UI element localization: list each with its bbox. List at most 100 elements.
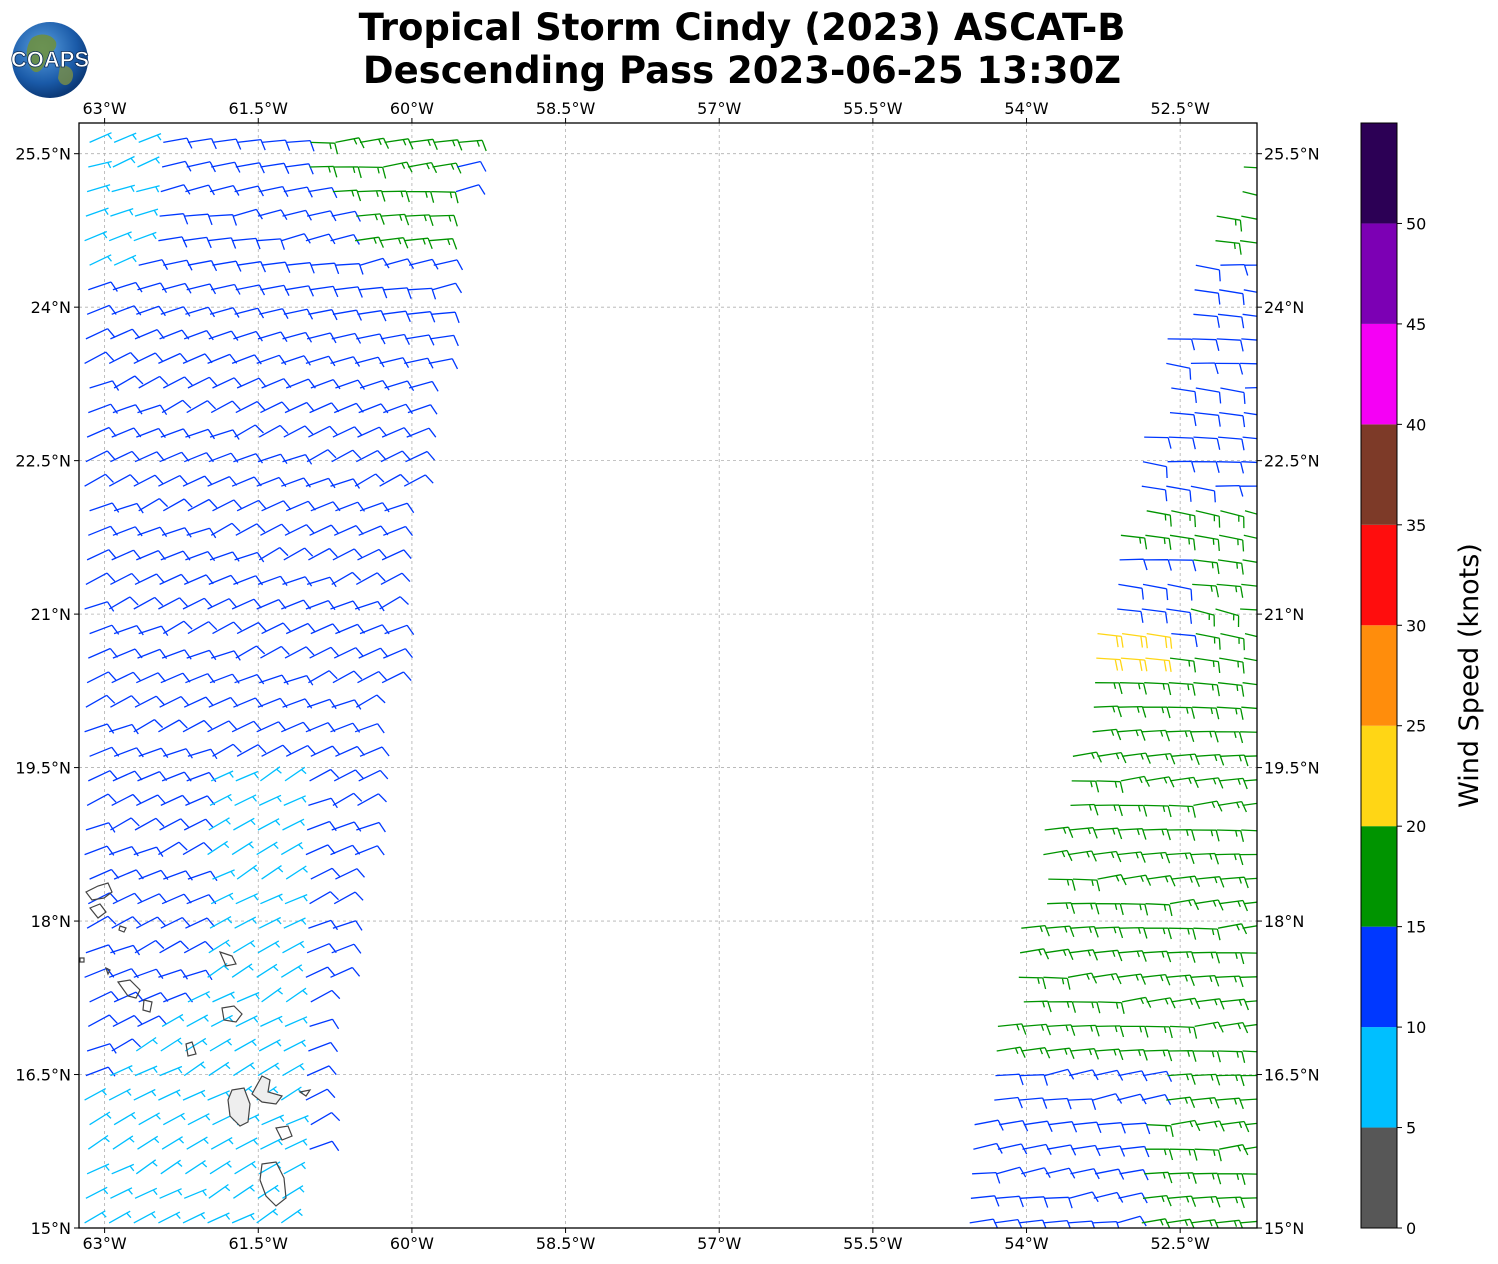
guadeloupe-outline (227, 1075, 284, 1127)
wind-barb (159, 1065, 183, 1077)
y-tick-label-right: 22.5°N (1264, 452, 1320, 471)
wind-barb (137, 282, 168, 294)
wind-barb (185, 1037, 208, 1052)
wind-barb (183, 940, 214, 954)
wind-barb (185, 795, 216, 806)
wind-barb (1215, 731, 1244, 744)
wind-barb (236, 991, 260, 1003)
wind-barb (309, 891, 339, 905)
wind-barb (1220, 876, 1249, 889)
wind-barb (1193, 800, 1223, 812)
wind-barb (187, 376, 218, 389)
wind-barb (309, 402, 340, 414)
wind-barb (1192, 461, 1220, 473)
wind-barb (383, 287, 412, 299)
wind-barb (359, 257, 390, 269)
wind-barb (1167, 583, 1193, 601)
wind-barb (1193, 559, 1220, 575)
wind-barb (1043, 1219, 1071, 1228)
colorbar-bin (1361, 1027, 1397, 1128)
wind-barb (1048, 878, 1076, 891)
wind-barb (283, 1039, 307, 1052)
wind-barb (285, 622, 316, 635)
wind-barb (258, 674, 289, 685)
wind-barb (1072, 878, 1101, 892)
wind-barb (284, 1016, 308, 1027)
wind-barb (1044, 948, 1074, 961)
wind-barb (1071, 1024, 1100, 1037)
wind-barb (305, 1088, 336, 1101)
wind-barb (1241, 461, 1257, 464)
wind-barb (332, 309, 362, 321)
wind-barb (308, 670, 338, 684)
wind-barb (1019, 948, 1050, 960)
wind-barb (285, 987, 308, 1003)
wind-barb (233, 453, 264, 464)
wind-barb (212, 138, 242, 150)
wind-barb (158, 352, 188, 364)
wind-barb (1141, 973, 1171, 986)
wind-barb (357, 671, 387, 684)
wind-barb (137, 893, 168, 905)
wind-barb (84, 601, 115, 612)
wind-barb (158, 1211, 181, 1224)
wind-barb (260, 893, 284, 905)
wind-barb (1168, 1050, 1197, 1062)
wind-barb (305, 233, 336, 245)
wind-barb (134, 817, 165, 831)
wind-barb (1095, 1048, 1124, 1061)
wind-barb (84, 723, 115, 734)
wind-barb (208, 214, 238, 226)
wind-barb (261, 1114, 285, 1126)
wind-barb (207, 353, 238, 365)
wind-barb (1145, 1148, 1174, 1161)
wind-barb (1242, 436, 1257, 440)
wind-barb (160, 794, 191, 806)
wind-barb (209, 916, 233, 929)
wind-barb (85, 694, 116, 708)
wind-barb (1169, 411, 1197, 427)
wind-barb (1169, 534, 1196, 551)
wind-barb (359, 502, 390, 513)
wind-barb (284, 163, 314, 175)
wind-barb (1146, 997, 1176, 1009)
wind-barb (208, 1183, 231, 1199)
wind-barb (1216, 215, 1243, 232)
wind-barb (1243, 779, 1257, 782)
wind-barb (1219, 657, 1245, 674)
wind-barb (1220, 387, 1246, 404)
wind-barb (86, 426, 117, 438)
wind-barb (233, 939, 256, 954)
wind-barb (182, 236, 212, 249)
wind-barb (1146, 1124, 1174, 1138)
wind-barb (1146, 752, 1176, 765)
wind-barb (429, 334, 459, 347)
wind-barb (1146, 875, 1176, 887)
wind-barb (1046, 1144, 1077, 1156)
wind-barb (1219, 534, 1245, 552)
wind-barb (260, 1137, 283, 1150)
chart-title: Tropical Storm Cindy (2023) ASCAT-B Desc… (0, 6, 1484, 92)
wind-barb (136, 672, 166, 684)
wind-barb (261, 500, 292, 512)
wind-barb (1047, 902, 1076, 914)
wind-barb (257, 940, 281, 954)
wind-barb (210, 400, 241, 414)
wind-barb (209, 429, 240, 440)
wind-barb (1021, 1047, 1051, 1059)
wind-barb (972, 1171, 1001, 1184)
wind-barb (1167, 338, 1196, 351)
wind-barb (1142, 706, 1171, 719)
wind-barb (379, 596, 409, 610)
wind-barb (354, 845, 385, 856)
wind-barb (1217, 313, 1245, 329)
wind-barb (1215, 484, 1244, 497)
wind-barb (256, 963, 279, 978)
colorbar-bin (1361, 826, 1397, 927)
wind-barb (1144, 436, 1172, 449)
wind-barb (1220, 263, 1249, 276)
wind-barb (431, 190, 459, 204)
island-outline (104, 966, 111, 976)
wind-barb (380, 213, 410, 226)
y-tick-label-right: 24°N (1264, 298, 1304, 317)
